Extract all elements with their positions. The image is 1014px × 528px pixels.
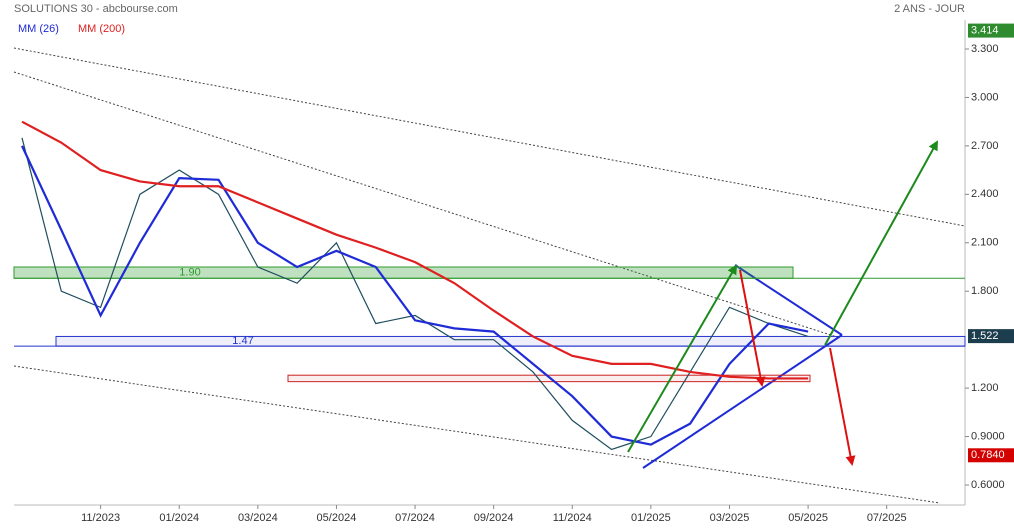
legend-entry: MM (200) xyxy=(78,23,125,35)
zone xyxy=(13,266,794,279)
zone-label: 1.90 xyxy=(179,267,200,279)
price-tag-label: 1.522 xyxy=(971,330,999,342)
y-tick-label: 3.000 xyxy=(971,91,999,103)
x-tick-label: 01/2024 xyxy=(159,512,199,524)
price-tag xyxy=(968,329,1014,344)
triangle-line xyxy=(734,264,843,336)
legend-entry: MM (26) xyxy=(18,23,59,35)
series-line xyxy=(21,137,809,451)
plot-area: 1.90 1.47 xyxy=(13,47,966,504)
price-tag-label: 0.7840 xyxy=(971,449,1005,461)
legend: MM (26) MM (200) xyxy=(18,23,125,35)
x-tick-label: 01/2025 xyxy=(631,512,671,524)
x-tick-label: 05/2025 xyxy=(788,512,828,524)
triangle-line xyxy=(642,334,843,469)
trend-line xyxy=(13,47,966,227)
zone-label: 1.47 xyxy=(232,335,253,347)
y-tick-label: 2.100 xyxy=(971,237,999,249)
y-tick-label: 1.800 xyxy=(971,285,999,297)
y-tick-label: 3.300 xyxy=(971,43,999,55)
arrow xyxy=(739,269,766,387)
x-tick-label: 09/2024 xyxy=(474,512,514,524)
price-tag xyxy=(968,23,1014,38)
y-tick-label: 1.200 xyxy=(971,382,999,394)
x-tick-label: 11/2023 xyxy=(81,512,120,524)
y-tick-label: 0.9000 xyxy=(971,430,1005,442)
y-tick-label: 2.700 xyxy=(971,140,999,152)
x-tick-label: 07/2024 xyxy=(395,512,435,524)
chart-title: SOLUTIONS 30 - abcbourse.com xyxy=(14,3,178,15)
arrow xyxy=(829,347,856,466)
price-tag-label: 3.414 xyxy=(971,24,999,36)
trend-line xyxy=(13,71,841,339)
price-tag xyxy=(968,448,1014,463)
arrow xyxy=(824,140,938,346)
arrows xyxy=(627,140,938,466)
trend-line xyxy=(13,365,941,504)
x-tick-label: 11/2024 xyxy=(553,512,592,524)
y-tick-label: 2.400 xyxy=(971,188,999,200)
chart-subtitle: 2 ANS - JOUR xyxy=(894,3,965,15)
x-tick-label: 07/2025 xyxy=(867,512,907,524)
y-tick-label: 0.6000 xyxy=(971,479,1005,491)
x-tick-label: 05/2024 xyxy=(317,512,357,524)
x-tick-label: 03/2024 xyxy=(238,512,278,524)
series-line xyxy=(21,145,809,446)
x-tick-label: 03/2025 xyxy=(710,512,750,524)
arrow xyxy=(627,264,738,453)
